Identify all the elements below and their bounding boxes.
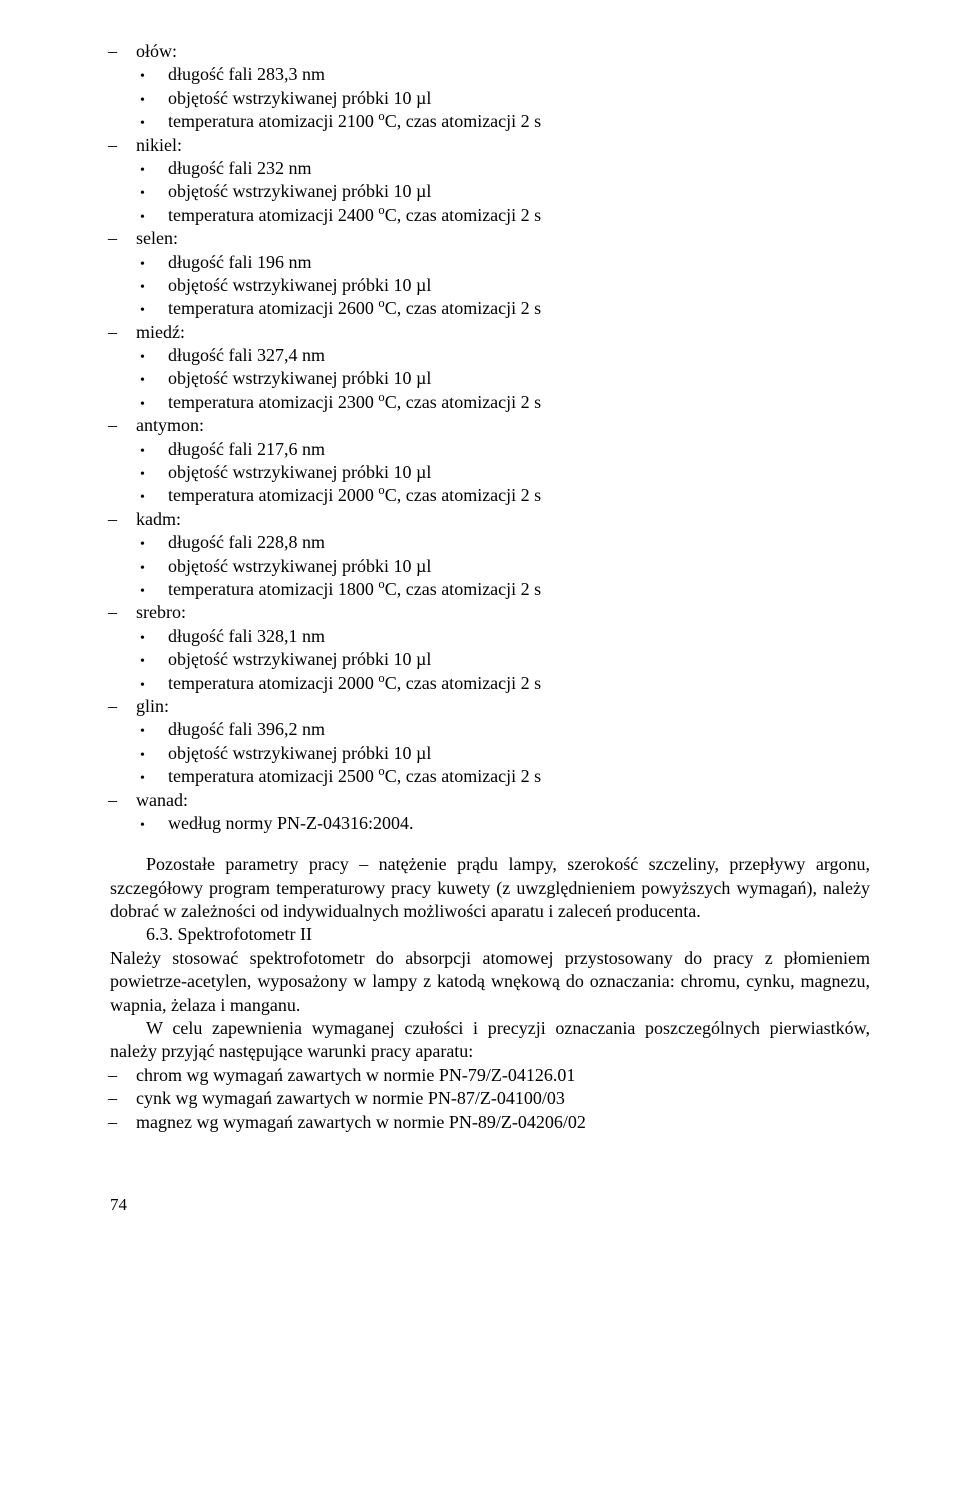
list-item-parameter: objętość wstrzykiwanej próbki 10 µl [168, 87, 870, 110]
list-item-element: selen: [136, 227, 870, 250]
list-item-parameter: długość fali 396,2 nm [168, 718, 870, 741]
list-item-standard: magnez wg wymagań zawartych w normie PN-… [136, 1111, 870, 1134]
list-item-element: glin: [136, 695, 870, 718]
list-item-parameter: długość fali 232 nm [168, 157, 870, 180]
list-item-parameter: objętość wstrzykiwanej próbki 10 µl [168, 555, 870, 578]
list-item-parameter: temperatura atomizacji 2400 oC, czas ato… [168, 204, 870, 227]
standards-list: chrom wg wymagań zawartych w normie PN-7… [110, 1064, 870, 1134]
section-heading: 6.3. Spektrofotometr II [110, 923, 870, 946]
list-item-parameter: objętość wstrzykiwanej próbki 10 µl [168, 648, 870, 671]
list-item-parameter: objętość wstrzykiwanej próbki 10 µl [168, 274, 870, 297]
list-item-parameter: objętość wstrzykiwanej próbki 10 µl [168, 180, 870, 203]
list-item-element: antymon: [136, 414, 870, 437]
document-page: ołów:długość fali 283,3 nmobjętość wstrz… [0, 0, 960, 1256]
list-item-element: wanad: [136, 789, 870, 812]
paragraph-conditions: W celu zapewnienia wymaganej czułości i … [110, 1017, 870, 1064]
list-item-parameter: temperatura atomizacji 2600 oC, czas ato… [168, 297, 870, 320]
list-item-parameter: objętość wstrzykiwanej próbki 10 µl [168, 461, 870, 484]
list-item-standard: chrom wg wymagań zawartych w normie PN-7… [136, 1064, 870, 1087]
list-item-parameter: objętość wstrzykiwanej próbki 10 µl [168, 742, 870, 765]
list-item-parameter: długość fali 196 nm [168, 251, 870, 274]
list-item-parameter: objętość wstrzykiwanej próbki 10 µl [168, 367, 870, 390]
list-item-parameter: temperatura atomizacji 2500 oC, czas ato… [168, 765, 870, 788]
list-item-parameter: długość fali 328,1 nm [168, 625, 870, 648]
list-item-parameter: temperatura atomizacji 2000 oC, czas ato… [168, 672, 870, 695]
list-item-parameter: długość fali 283,3 nm [168, 63, 870, 86]
list-item-element: srebro: [136, 601, 870, 624]
list-item-parameter: według normy PN-Z-04316:2004. [168, 812, 870, 835]
list-item-element: kadm: [136, 508, 870, 531]
list-item-parameter: temperatura atomizacji 2300 oC, czas ato… [168, 391, 870, 414]
parameter-list: ołów:długość fali 283,3 nmobjętość wstrz… [110, 40, 870, 835]
list-item-element: ołów: [136, 40, 870, 63]
list-item-parameter: długość fali 217,6 nm [168, 438, 870, 461]
list-item-parameter: długość fali 228,8 nm [168, 531, 870, 554]
paragraph-spectro: Należy stosować spektrofotometr do absor… [110, 947, 870, 1017]
list-item-element: nikiel: [136, 134, 870, 157]
list-item-standard: cynk wg wymagań zawartych w normie PN-87… [136, 1087, 870, 1110]
paragraph-remaining-params: Pozostałe parametry pracy – natężenie pr… [110, 853, 870, 923]
list-item-element: miedź: [136, 321, 870, 344]
list-item-parameter: długość fali 327,4 nm [168, 344, 870, 367]
list-item-parameter: temperatura atomizacji 2100 oC, czas ato… [168, 110, 870, 133]
list-item-parameter: temperatura atomizacji 2000 oC, czas ato… [168, 484, 870, 507]
list-item-parameter: temperatura atomizacji 1800 oC, czas ato… [168, 578, 870, 601]
page-number: 74 [110, 1194, 870, 1216]
